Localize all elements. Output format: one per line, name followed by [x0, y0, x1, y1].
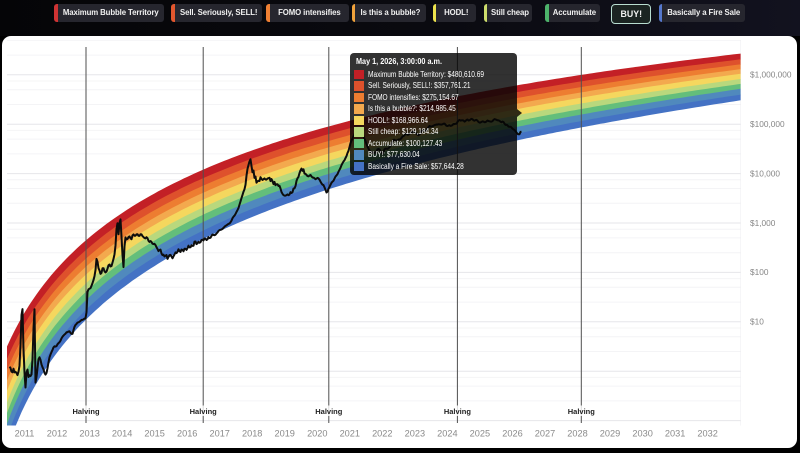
svg-text:2018: 2018: [242, 429, 262, 439]
svg-text:2028: 2028: [567, 429, 587, 439]
svg-text:2019: 2019: [274, 429, 294, 439]
svg-text:2029: 2029: [600, 429, 620, 439]
svg-text:2014: 2014: [112, 429, 132, 439]
svg-text:2031: 2031: [665, 429, 685, 439]
svg-text:Halving: Halving: [568, 407, 596, 416]
svg-text:2017: 2017: [209, 429, 229, 439]
svg-text:2024: 2024: [437, 429, 457, 439]
svg-text:2025: 2025: [470, 429, 490, 439]
svg-text:2013: 2013: [79, 429, 99, 439]
svg-text:2032: 2032: [697, 429, 717, 439]
svg-text:2016: 2016: [177, 429, 197, 439]
svg-text:2020: 2020: [307, 429, 327, 439]
svg-text:$1,000,000: $1,000,000: [750, 70, 792, 80]
svg-text:2027: 2027: [535, 429, 555, 439]
svg-text:2030: 2030: [632, 429, 652, 439]
svg-text:Halving: Halving: [190, 407, 218, 416]
svg-text:2022: 2022: [372, 429, 392, 439]
svg-text:2015: 2015: [144, 429, 164, 439]
svg-text:2021: 2021: [340, 429, 360, 439]
svg-text:$1,000: $1,000: [750, 218, 776, 228]
svg-text:Halving: Halving: [444, 407, 472, 416]
svg-text:2023: 2023: [405, 429, 425, 439]
svg-text:2026: 2026: [502, 429, 522, 439]
svg-text:$10: $10: [750, 317, 764, 327]
svg-text:2012: 2012: [47, 429, 67, 439]
svg-text:Halving: Halving: [72, 407, 100, 416]
svg-text:$100,000: $100,000: [750, 119, 785, 129]
svg-text:2011: 2011: [15, 429, 35, 439]
svg-text:$100: $100: [750, 267, 769, 277]
svg-text:Halving: Halving: [315, 407, 343, 416]
svg-text:$10,000: $10,000: [750, 168, 780, 178]
